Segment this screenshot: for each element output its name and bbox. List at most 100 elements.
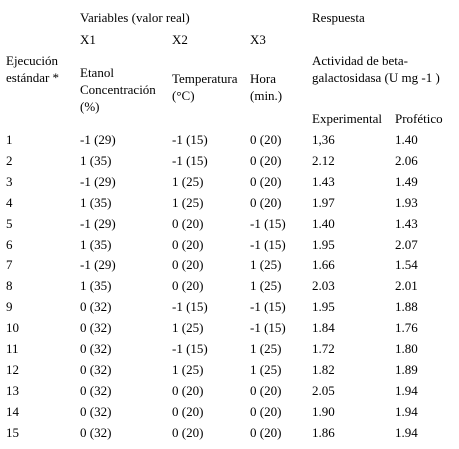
experimental-cell: 1,36 <box>312 132 335 147</box>
run-cell: 4 <box>6 194 13 210</box>
predicted-cell: 1.49 <box>395 173 418 189</box>
x1-cell: 0 (32) <box>80 341 112 356</box>
header-temperature: Temperatura (°C) <box>172 71 238 103</box>
x3-cell: 0 (20) <box>250 173 282 189</box>
header-x3: X3 <box>250 32 266 47</box>
x1-cell: 0 (32) <box>80 403 112 419</box>
run-cell: 3 <box>6 173 13 189</box>
x2-cell: 0 (20) <box>172 278 204 294</box>
experimental-cell: 1.72 <box>312 341 335 356</box>
x2-cell: 0 (20) <box>172 236 204 252</box>
x1-cell: 0 (32) <box>80 382 112 398</box>
header-activity: Actividad de beta-galactosidasa (U mg -1… <box>312 53 440 85</box>
x2-cell: 0 (20) <box>172 403 204 419</box>
predicted-cell: 1.94 <box>395 403 418 419</box>
predicted-cell: 1.43 <box>395 215 418 231</box>
x3-cell: 0 (20) <box>250 382 282 398</box>
predicted-cell: 1.40 <box>395 132 418 147</box>
predicted-cell: 2.07 <box>395 236 418 252</box>
header-variables: Variables (valor real) <box>80 10 190 25</box>
x3-cell: 1 (25) <box>250 257 282 273</box>
experimental-cell: 1.82 <box>312 361 335 377</box>
x3-cell: 0 (20) <box>250 132 282 147</box>
x1-cell: -1 (29) <box>80 257 116 273</box>
header-run: Ejecución estándar * <box>6 53 60 85</box>
experimental-cell: 1.95 <box>312 236 335 252</box>
predicted-cell: 1.94 <box>395 382 418 398</box>
run-cell: 10 <box>6 320 19 336</box>
run-cell: 6 <box>6 236 13 252</box>
run-cell: 1 <box>6 132 13 147</box>
x1-cell: 1 (35) <box>80 152 112 168</box>
experimental-cell: 1.66 <box>312 257 335 273</box>
header-x1: X1 <box>80 32 96 47</box>
header-time: Hora (min.) <box>250 71 283 103</box>
x3-cell: -1 (15) <box>250 299 286 315</box>
predicted-cell: 2.01 <box>395 278 418 294</box>
x2-cell: 0 (20) <box>172 424 204 440</box>
x2-cell: 1 (25) <box>172 173 204 189</box>
x3-cell: 1 (25) <box>250 278 282 294</box>
x2-cell: -1 (15) <box>172 299 208 315</box>
predicted-cell: 1.89 <box>395 361 418 377</box>
x3-cell: 1 (25) <box>250 341 282 356</box>
header-response: Respuesta <box>312 10 365 25</box>
experimental-cell: 1.40 <box>312 215 335 231</box>
x2-cell: -1 (15) <box>172 341 208 356</box>
x1-cell: 0 (32) <box>80 299 112 315</box>
x1-cell: 1 (35) <box>80 194 112 210</box>
run-cell: 14 <box>6 403 19 419</box>
header-ethanol: Etanol Concentración (%) <box>80 65 156 114</box>
experimental-cell: 1.86 <box>312 424 335 440</box>
experimental-cell: 1.97 <box>312 194 335 210</box>
predicted-cell: 1.93 <box>395 194 418 210</box>
x3-cell: -1 (15) <box>250 320 286 336</box>
x1-cell: 0 (32) <box>80 361 112 377</box>
x1-cell: 0 (32) <box>80 424 112 440</box>
run-cell: 9 <box>6 299 13 315</box>
x1-cell: 1 (35) <box>80 236 112 252</box>
x2-cell: 1 (25) <box>172 361 204 377</box>
predicted-cell: 1.54 <box>395 257 418 273</box>
x2-cell: -1 (15) <box>172 152 208 168</box>
experimental-cell: 2.12 <box>312 152 335 168</box>
run-cell: 15 <box>6 424 19 440</box>
x2-cell: 0 (20) <box>172 215 204 231</box>
x3-cell: 0 (20) <box>250 152 282 168</box>
experimental-cell: 1.84 <box>312 320 335 336</box>
x3-cell: 0 (20) <box>250 403 282 419</box>
x1-cell: 0 (32) <box>80 320 112 336</box>
experimental-cell: 1.43 <box>312 173 335 189</box>
run-cell: 12 <box>6 361 19 377</box>
predicted-cell: 1.80 <box>395 341 418 356</box>
experimental-cell: 2.03 <box>312 278 335 294</box>
experimental-cell: 1.90 <box>312 403 335 419</box>
run-cell: 8 <box>6 278 13 294</box>
x2-cell: 1 (25) <box>172 320 204 336</box>
header-x2: X2 <box>172 32 188 47</box>
x1-cell: -1 (29) <box>80 215 116 231</box>
x3-cell: 1 (25) <box>250 361 282 377</box>
run-cell: 13 <box>6 382 19 398</box>
header-experimental: Experimental <box>312 111 383 126</box>
x2-cell: 0 (20) <box>172 257 204 273</box>
predicted-cell: 1.76 <box>395 320 418 336</box>
x3-cell: -1 (15) <box>250 215 286 231</box>
x3-cell: -1 (15) <box>250 236 286 252</box>
x2-cell: 0 (20) <box>172 382 204 398</box>
run-cell: 5 <box>6 215 13 231</box>
x2-cell: 1 (25) <box>172 194 204 210</box>
run-cell: 7 <box>6 257 13 273</box>
experimental-cell: 2.05 <box>312 382 335 398</box>
predicted-cell: 2.06 <box>395 152 418 168</box>
header-predicted: Profético <box>395 111 443 126</box>
run-cell: 11 <box>6 341 19 356</box>
x3-cell: 0 (20) <box>250 194 282 210</box>
experimental-cell: 1.95 <box>312 299 335 315</box>
x1-cell: -1 (29) <box>80 173 116 189</box>
x1-cell: -1 (29) <box>80 132 116 147</box>
predicted-cell: 1.94 <box>395 424 418 440</box>
predicted-cell: 1.88 <box>395 299 418 315</box>
x2-cell: -1 (15) <box>172 132 208 147</box>
